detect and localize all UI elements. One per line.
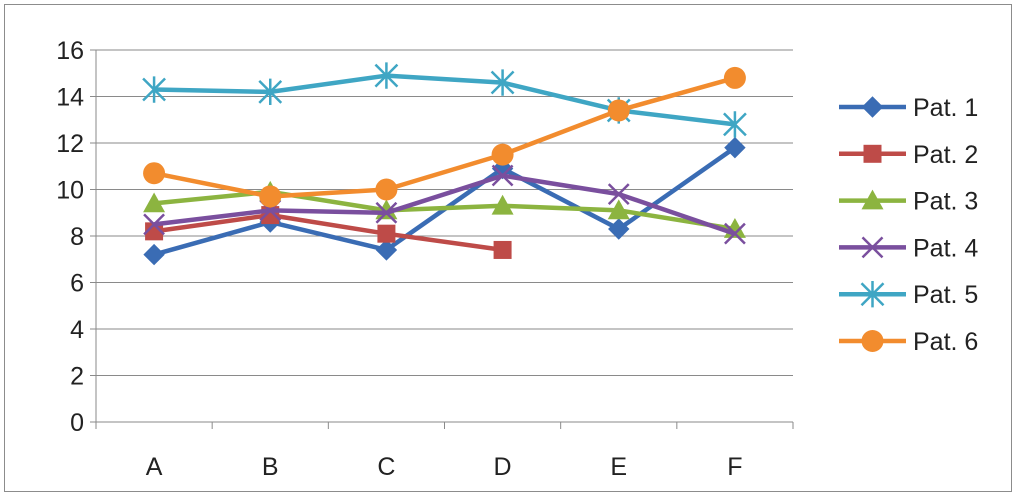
legend-swatch-marker <box>861 96 884 118</box>
data-point <box>142 76 166 103</box>
data-point <box>143 213 165 236</box>
data-point <box>493 240 512 259</box>
data-point <box>491 143 514 166</box>
data-point <box>490 69 515 96</box>
legend: Pat. 1 Pat. 2 Pat. 3 Pat. 4 Pat. 5 Pat. 6 <box>839 94 978 356</box>
legend-item-2: Pat. 2 <box>839 141 978 169</box>
y-tick-label: 0 <box>70 409 84 437</box>
series-4 <box>143 164 746 245</box>
data-point <box>143 192 166 213</box>
x-tick-label: A <box>146 453 163 481</box>
series-line <box>153 145 737 257</box>
x-tick-label: B <box>262 453 279 481</box>
legend-item-4: Pat. 4 <box>839 234 978 262</box>
legend-item-6: Pat. 6 <box>839 328 978 356</box>
data-point <box>375 239 398 261</box>
legend-label: Pat. 3 <box>913 188 978 216</box>
data-point <box>723 111 747 138</box>
data-point <box>607 183 630 206</box>
legend-label: Pat. 5 <box>913 281 978 309</box>
legend-item-5: Pat. 5 <box>839 281 978 309</box>
data-point <box>607 199 630 220</box>
data-point <box>143 162 166 185</box>
series-line <box>153 212 503 253</box>
data-point <box>724 222 746 245</box>
data-point <box>143 243 165 266</box>
series-group <box>142 62 747 266</box>
y-tick-label: 16 <box>56 37 84 65</box>
legend-swatch-marker <box>863 144 882 163</box>
data-point <box>375 178 398 201</box>
y-tick-label: 10 <box>56 177 84 205</box>
legend-swatch-marker <box>861 236 884 259</box>
data-point <box>491 194 514 215</box>
data-point <box>723 66 746 89</box>
y-tick-label: 4 <box>70 316 84 344</box>
y-tick-label: 12 <box>56 130 84 158</box>
y-tick-label: 14 <box>56 84 84 112</box>
series-6 <box>143 66 746 208</box>
y-tick-label: 2 <box>70 363 84 391</box>
data-point <box>374 62 399 89</box>
x-tick-label: F <box>727 453 742 481</box>
gridlines <box>96 49 793 376</box>
data-point <box>259 185 282 208</box>
legend-label: Pat. 6 <box>913 328 978 356</box>
series-line <box>154 73 736 127</box>
data-point <box>377 224 396 243</box>
x-axis-ticks: A B C D E F <box>95 422 794 481</box>
x-tick-label: D <box>494 453 512 481</box>
data-point <box>258 78 283 106</box>
data-point <box>607 99 630 122</box>
legend-label: Pat. 1 <box>913 94 978 122</box>
legend-item-3: Pat. 3 <box>839 188 978 216</box>
legend-item-1: Pat. 1 <box>839 94 978 122</box>
series-1 <box>143 136 746 266</box>
series-line <box>153 173 736 236</box>
data-point <box>145 222 164 241</box>
legend-swatch-marker <box>861 330 884 352</box>
y-tick-label: 8 <box>70 223 84 251</box>
data-point <box>491 164 514 187</box>
data-point <box>724 136 746 159</box>
legend-label: Pat. 2 <box>913 141 978 169</box>
series-5 <box>142 62 747 138</box>
series-line <box>153 75 736 199</box>
x-tick-label: C <box>377 453 395 481</box>
legend-swatch-marker <box>861 189 884 210</box>
legend-swatch-marker <box>860 281 885 308</box>
x-tick-label: E <box>610 453 627 481</box>
y-axis-ticks: 0 2 4 6 8 10 12 14 16 <box>56 37 96 437</box>
series-2 <box>145 206 512 259</box>
data-point <box>608 218 630 240</box>
data-point <box>375 201 398 224</box>
legend-label: Pat. 4 <box>913 234 978 262</box>
y-tick-label: 6 <box>70 270 84 298</box>
